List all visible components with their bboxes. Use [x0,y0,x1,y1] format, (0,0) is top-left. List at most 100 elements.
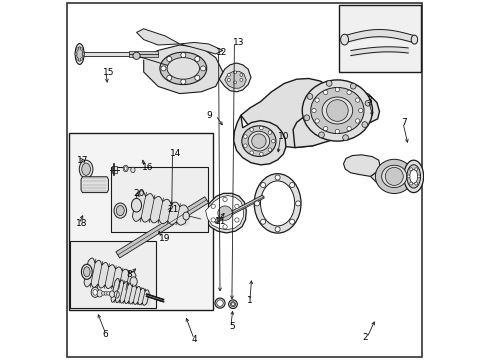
Circle shape [414,168,417,171]
Circle shape [295,201,300,206]
Circle shape [271,139,275,143]
Circle shape [200,66,205,71]
Ellipse shape [230,302,235,307]
Ellipse shape [254,174,301,233]
Circle shape [181,79,185,84]
Circle shape [361,122,367,127]
Ellipse shape [410,35,417,44]
Circle shape [240,73,243,76]
Circle shape [267,148,271,152]
Circle shape [326,100,347,121]
Ellipse shape [75,44,84,64]
Text: 13: 13 [232,38,244,47]
Text: 9: 9 [205,111,211,120]
Ellipse shape [381,165,406,188]
Circle shape [211,204,215,208]
Bar [70,241,156,308]
Ellipse shape [228,300,237,309]
Circle shape [233,71,236,74]
Circle shape [227,78,230,81]
Ellipse shape [340,34,348,45]
Circle shape [365,100,370,106]
Polygon shape [205,195,243,230]
Ellipse shape [77,47,82,61]
Text: 10: 10 [277,132,288,141]
Text: 14: 14 [170,149,181,158]
Circle shape [194,75,200,80]
Circle shape [385,167,403,185]
Polygon shape [179,42,223,54]
Circle shape [318,132,324,138]
Polygon shape [143,45,223,94]
Text: 19: 19 [159,234,170,243]
Polygon shape [112,166,117,173]
Circle shape [102,292,105,295]
Polygon shape [132,191,188,225]
Ellipse shape [215,298,224,308]
Circle shape [303,115,309,121]
Polygon shape [213,195,264,223]
Circle shape [82,53,84,55]
Ellipse shape [216,300,223,306]
Bar [69,133,212,310]
Circle shape [335,129,339,134]
Circle shape [254,201,259,206]
Polygon shape [116,197,208,258]
Circle shape [233,81,236,84]
Bar [111,167,207,232]
Text: 16: 16 [142,163,153,172]
Text: 3: 3 [366,96,371,105]
Ellipse shape [130,167,135,173]
Circle shape [267,131,271,134]
Circle shape [234,204,239,208]
Polygon shape [233,115,285,165]
Ellipse shape [91,287,99,297]
Circle shape [414,182,417,185]
Text: 4: 4 [191,335,197,343]
Circle shape [335,87,339,92]
Circle shape [289,183,294,188]
Polygon shape [377,171,409,182]
Ellipse shape [409,170,417,183]
Ellipse shape [231,303,234,306]
Ellipse shape [97,290,102,297]
Text: 20: 20 [133,189,145,198]
Ellipse shape [83,267,90,277]
Text: 17: 17 [77,156,88,165]
Circle shape [407,175,409,178]
Circle shape [80,48,82,50]
Ellipse shape [123,165,128,172]
Ellipse shape [302,80,372,141]
Circle shape [259,126,263,130]
Circle shape [161,66,166,71]
Circle shape [275,227,280,232]
Circle shape [323,90,327,95]
Ellipse shape [310,87,363,134]
Ellipse shape [79,160,93,178]
Ellipse shape [116,206,124,216]
Circle shape [243,144,246,148]
Polygon shape [111,278,149,305]
Circle shape [346,126,350,131]
Ellipse shape [160,52,206,85]
Ellipse shape [114,203,126,218]
Polygon shape [146,294,163,302]
Circle shape [240,78,243,81]
Circle shape [358,108,362,113]
Text: 5: 5 [229,323,235,331]
Circle shape [355,119,359,123]
Text: 6: 6 [102,330,108,338]
Text: 8: 8 [126,270,132,279]
Ellipse shape [131,198,141,212]
Circle shape [181,53,185,58]
Ellipse shape [406,165,420,188]
Ellipse shape [130,277,137,286]
Text: 11: 11 [215,217,226,226]
Circle shape [166,57,171,62]
Ellipse shape [114,291,119,298]
Circle shape [346,90,350,95]
Circle shape [75,53,77,55]
Circle shape [227,73,230,76]
Ellipse shape [109,291,114,297]
Circle shape [260,183,265,188]
